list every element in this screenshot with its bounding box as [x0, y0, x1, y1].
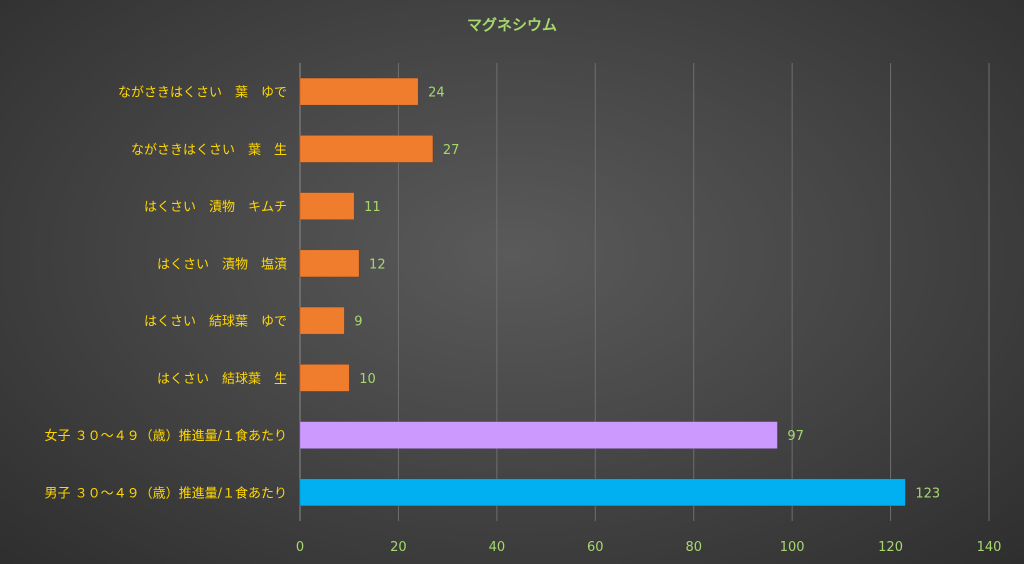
- bar: [299, 192, 355, 220]
- bar: [299, 364, 350, 392]
- grid: [299, 63, 990, 521]
- x-tick-label: 0: [296, 540, 304, 555]
- data-label: 9: [354, 315, 362, 330]
- chart-title: マグネシウム: [467, 16, 557, 34]
- data-label: 24: [428, 86, 445, 101]
- data-label: 11: [364, 200, 381, 215]
- bar: [299, 421, 778, 449]
- x-tick-label: 20: [390, 540, 407, 555]
- bars: 24 27 11 12 9 10 97 123: [299, 77, 940, 507]
- x-tick-label: 100: [780, 540, 805, 555]
- x-tick-label: 120: [878, 540, 903, 555]
- data-label: 12: [369, 257, 386, 272]
- category-label: ながさきはくさい 葉 生: [131, 143, 287, 158]
- category-label: はくさい 漬物 キムチ: [144, 200, 287, 215]
- category-label: 男子 ３０～４９（歳）推進量/１食あたり: [44, 485, 287, 501]
- data-label: 27: [443, 143, 460, 158]
- x-tick-label: 80: [685, 540, 702, 555]
- x-tick-label: 140: [977, 540, 1002, 555]
- category-label: はくさい 結球葉 ゆで: [144, 315, 287, 330]
- bar: [299, 249, 360, 278]
- x-tick-label: 40: [489, 540, 506, 555]
- bar: [299, 135, 434, 163]
- data-label: 123: [915, 486, 940, 501]
- data-label: 97: [787, 429, 804, 444]
- category-label: ながさきはくさい 葉 ゆで: [118, 86, 287, 101]
- category-label: はくさい 結球葉 生: [157, 372, 287, 387]
- bar: [299, 478, 906, 507]
- x-tick-label: 60: [587, 540, 604, 555]
- category-label: 女子 ３０～４９（歳）推進量/１食あたり: [44, 428, 287, 444]
- bar: [299, 306, 345, 335]
- x-axis-ticks: 0 20 40 60 80 100 120 140: [296, 540, 1002, 555]
- category-label: はくさい 漬物 塩漬: [157, 257, 287, 272]
- bar: [299, 77, 419, 106]
- data-label: 10: [359, 372, 376, 387]
